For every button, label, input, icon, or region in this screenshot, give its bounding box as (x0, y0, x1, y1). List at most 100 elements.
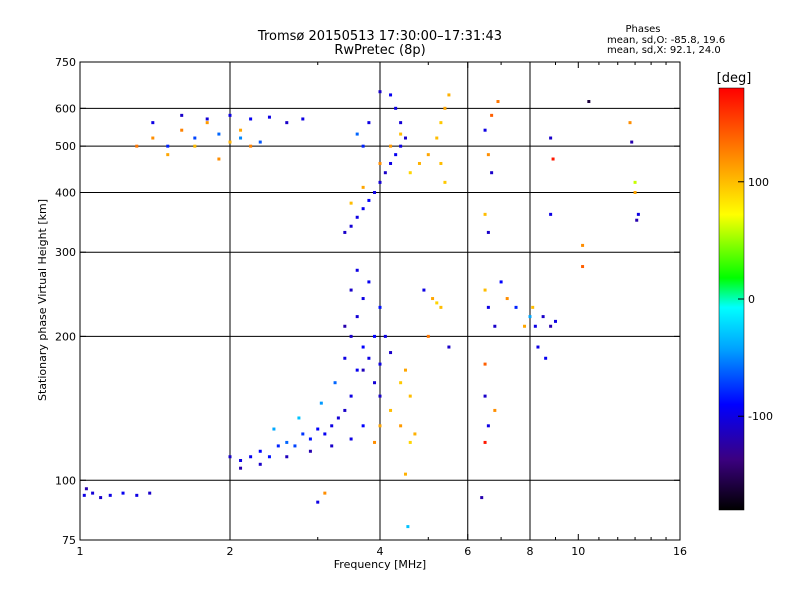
data-point (249, 117, 253, 121)
data-point (349, 437, 353, 441)
data-point (528, 315, 532, 319)
data-point (389, 161, 393, 165)
data-point (493, 408, 497, 412)
data-point (367, 198, 371, 202)
y-tick-label: 300 (55, 246, 76, 259)
data-point (258, 462, 262, 466)
data-point (205, 117, 209, 121)
data-point (193, 136, 197, 140)
data-point (630, 140, 634, 144)
data-point (378, 90, 382, 94)
x-tick-label: 1 (77, 545, 84, 558)
data-point (91, 491, 95, 495)
data-point (135, 144, 139, 148)
data-point (553, 319, 557, 323)
data-point (373, 381, 377, 385)
stats-x-mode: mean, sd,X: 92.1, 24.0 (607, 45, 721, 56)
x-axis-label: Frequency [MHz] (334, 558, 426, 571)
data-point (389, 408, 393, 412)
y-tick-label: 600 (55, 102, 76, 115)
data-point (151, 121, 155, 125)
x-tick-label: 10 (571, 545, 585, 558)
data-point (276, 444, 280, 448)
grid-lines (80, 62, 680, 540)
y-tick-label: 500 (55, 140, 76, 153)
data-point (413, 432, 417, 436)
y-tick-label: 400 (55, 186, 76, 199)
data-point (308, 437, 312, 441)
chart-title: Tromsø 20150513 17:30:00–17:31:43 (257, 29, 502, 44)
data-point (403, 136, 407, 140)
data-point (406, 525, 410, 529)
data-point (267, 455, 271, 459)
colorbar-tick-label: 100 (748, 176, 769, 189)
data-point (541, 315, 545, 319)
data-point (483, 212, 487, 216)
x-ticks: 1 2 4 6 8 10 16 (77, 62, 687, 558)
y-ticks: 75 100 200 300 400 500 600 750 (55, 56, 680, 547)
data-point (378, 180, 382, 184)
data-point (383, 334, 387, 338)
data-point (316, 500, 320, 504)
data-point (355, 315, 359, 319)
data-point (301, 117, 305, 121)
data-point (239, 136, 243, 140)
data-point (336, 416, 340, 420)
data-point (239, 466, 243, 470)
data-point (205, 121, 209, 125)
data-point (581, 243, 585, 247)
data-point (361, 424, 365, 428)
data-point (323, 432, 327, 436)
scatter-points (82, 90, 640, 529)
data-point (389, 93, 393, 97)
data-point (443, 180, 447, 184)
data-point (633, 180, 637, 184)
colorbar-tick-label: -100 (748, 410, 773, 423)
data-point (551, 157, 555, 161)
data-point (373, 190, 377, 194)
data-point (378, 305, 382, 309)
data-point (361, 345, 365, 349)
data-point (483, 288, 487, 292)
data-point (439, 121, 443, 125)
data-point (523, 324, 527, 328)
data-point (180, 113, 184, 117)
data-point (285, 455, 289, 459)
data-point (361, 297, 365, 301)
data-point (228, 455, 232, 459)
data-point (239, 128, 243, 132)
y-tick-label: 75 (62, 534, 76, 547)
data-point (355, 215, 359, 219)
colorbar-ticks: 100 0 -100 (738, 176, 773, 423)
data-point (505, 297, 509, 301)
data-point (349, 201, 353, 205)
data-point (394, 106, 398, 110)
data-point (480, 496, 484, 500)
data-point (490, 171, 494, 175)
data-point (349, 224, 353, 228)
data-point (549, 212, 553, 216)
data-point (408, 440, 412, 444)
data-point (193, 144, 197, 148)
data-point (285, 440, 289, 444)
data-point (249, 144, 253, 148)
data-point (228, 140, 232, 144)
data-point (217, 157, 221, 161)
data-point (333, 381, 337, 385)
data-point (486, 424, 490, 428)
data-point (349, 288, 353, 292)
data-point (361, 185, 365, 189)
data-point (343, 408, 347, 412)
data-point (533, 324, 537, 328)
data-point (361, 368, 365, 372)
y-tick-label: 100 (55, 474, 76, 487)
data-point (383, 171, 387, 175)
data-point (373, 440, 377, 444)
data-point (82, 493, 86, 497)
data-point (108, 493, 112, 497)
data-point (323, 491, 327, 495)
data-point (422, 288, 426, 292)
data-point (514, 305, 518, 309)
x-tick-label: 6 (464, 545, 471, 558)
data-point (180, 128, 184, 132)
